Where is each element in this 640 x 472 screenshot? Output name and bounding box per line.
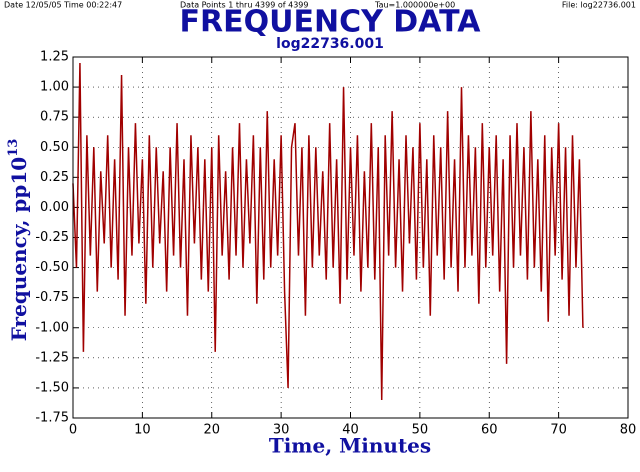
y-tick-label: 0.50 [40, 140, 69, 155]
x-tick-label: 10 [134, 423, 151, 438]
file-name: File: log22736.001 [562, 1, 636, 10]
date-time: Date 12/05/05 Time 00:22:47 [4, 1, 122, 10]
x-tick-label: 20 [203, 423, 220, 438]
data-points: Data Points 1 thru 4399 of 4399 [180, 1, 308, 10]
y-tick-label: -0.75 [35, 290, 69, 305]
y-tick-label: 1.00 [40, 80, 69, 95]
y-tick-label: -1.75 [35, 411, 69, 426]
y-tick-label: -1.50 [35, 380, 69, 395]
y-tick-label: 1.25 [40, 50, 69, 65]
data-line [72, 63, 584, 400]
y-tick-label: -1.25 [35, 350, 69, 365]
x-tick-label: 0 [69, 423, 77, 438]
y-tick-label: 0.25 [40, 170, 69, 185]
plot-frame [72, 56, 629, 419]
x-tick-label: 70 [550, 423, 567, 438]
y-axis-label-exponent: 13 [6, 139, 21, 157]
tau: Tau=1.000000e+00 [374, 1, 455, 10]
x-tick-label: 50 [412, 423, 429, 438]
y-tick-label: -1.00 [35, 320, 69, 335]
chart-subtitle: log22736.001 [276, 36, 384, 52]
x-tick-label: 80 [620, 423, 637, 438]
x-tick-label: 60 [481, 423, 498, 438]
y-axis-label: Frequency, pp1013 [6, 139, 31, 342]
x-tick-label: 40 [342, 423, 359, 438]
y-tick-label: -0.25 [35, 230, 69, 245]
x-tick-label: 30 [273, 423, 290, 438]
x-axis-label: Time, Minutes [269, 434, 431, 458]
y-axis-label-text: Frequency, pp10 [7, 157, 31, 342]
y-tick-label: 0.75 [40, 110, 69, 125]
chart-title: FREQUENCY DATA [180, 5, 482, 40]
y-tick-label: 0.00 [40, 200, 69, 215]
y-tick-label: -0.50 [35, 260, 69, 275]
